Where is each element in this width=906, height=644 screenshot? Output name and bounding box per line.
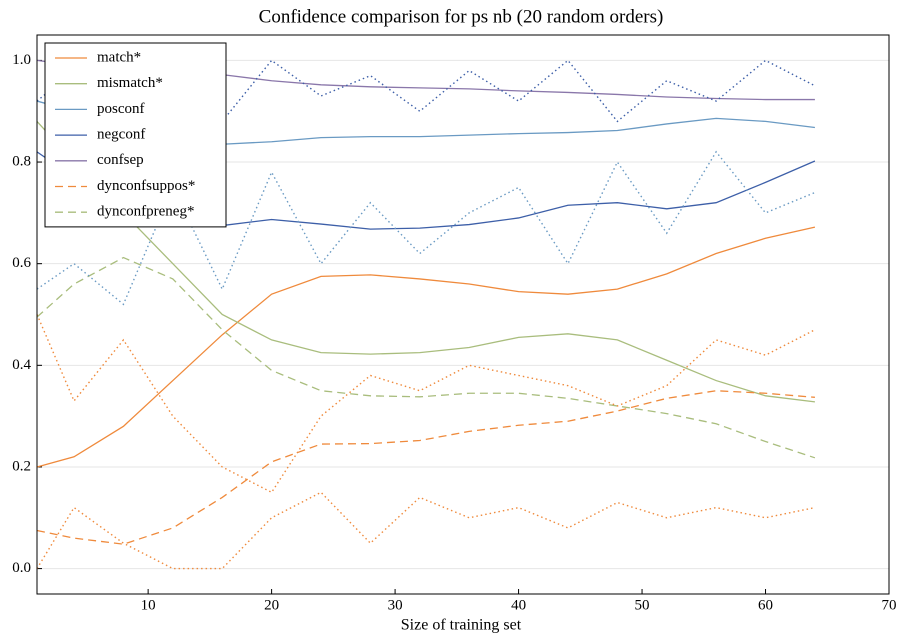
series-line xyxy=(36,390,815,545)
legend-label: negconf xyxy=(97,127,145,143)
legend-label: confsep xyxy=(97,152,144,168)
x-tick-label: 70 xyxy=(882,597,897,613)
series-line xyxy=(36,120,815,403)
y-tick-label: 0.4 xyxy=(12,357,31,373)
plot-frame xyxy=(36,34,890,595)
y-tick-label: 0.8 xyxy=(12,153,31,169)
x-tick-label: 20 xyxy=(264,597,279,613)
legend: match* mismatch* posconf negconf confsep dync… xyxy=(44,42,227,228)
x-tick-label: 40 xyxy=(511,597,526,613)
x-axis-label: Size of training set xyxy=(401,617,522,634)
series-line xyxy=(36,491,816,570)
legend-label: dynconfpreneg* xyxy=(97,204,194,220)
x-tick-label: 50 xyxy=(635,597,650,613)
series-line xyxy=(36,150,816,306)
legend-label: posconf xyxy=(97,101,145,117)
x-tick-label: 10 xyxy=(141,597,156,613)
y-tick-label: 0.0 xyxy=(12,560,31,576)
series-line xyxy=(36,256,816,459)
x-tick-label: 60 xyxy=(758,597,773,613)
x-tick-label: 30 xyxy=(388,597,403,613)
series-line xyxy=(36,59,816,123)
legend-label: match* xyxy=(97,49,141,65)
series-line xyxy=(36,226,816,468)
legend-label: mismatch* xyxy=(97,75,163,91)
legend-label: dynconfsuppos* xyxy=(97,178,195,194)
y-tick-label: 0.2 xyxy=(12,458,31,474)
y-tick-label: 0.6 xyxy=(12,255,31,271)
y-tick-label: 1.0 xyxy=(12,52,31,68)
chart-title: Confidence comparison for ps nb (20 rand… xyxy=(259,6,664,27)
